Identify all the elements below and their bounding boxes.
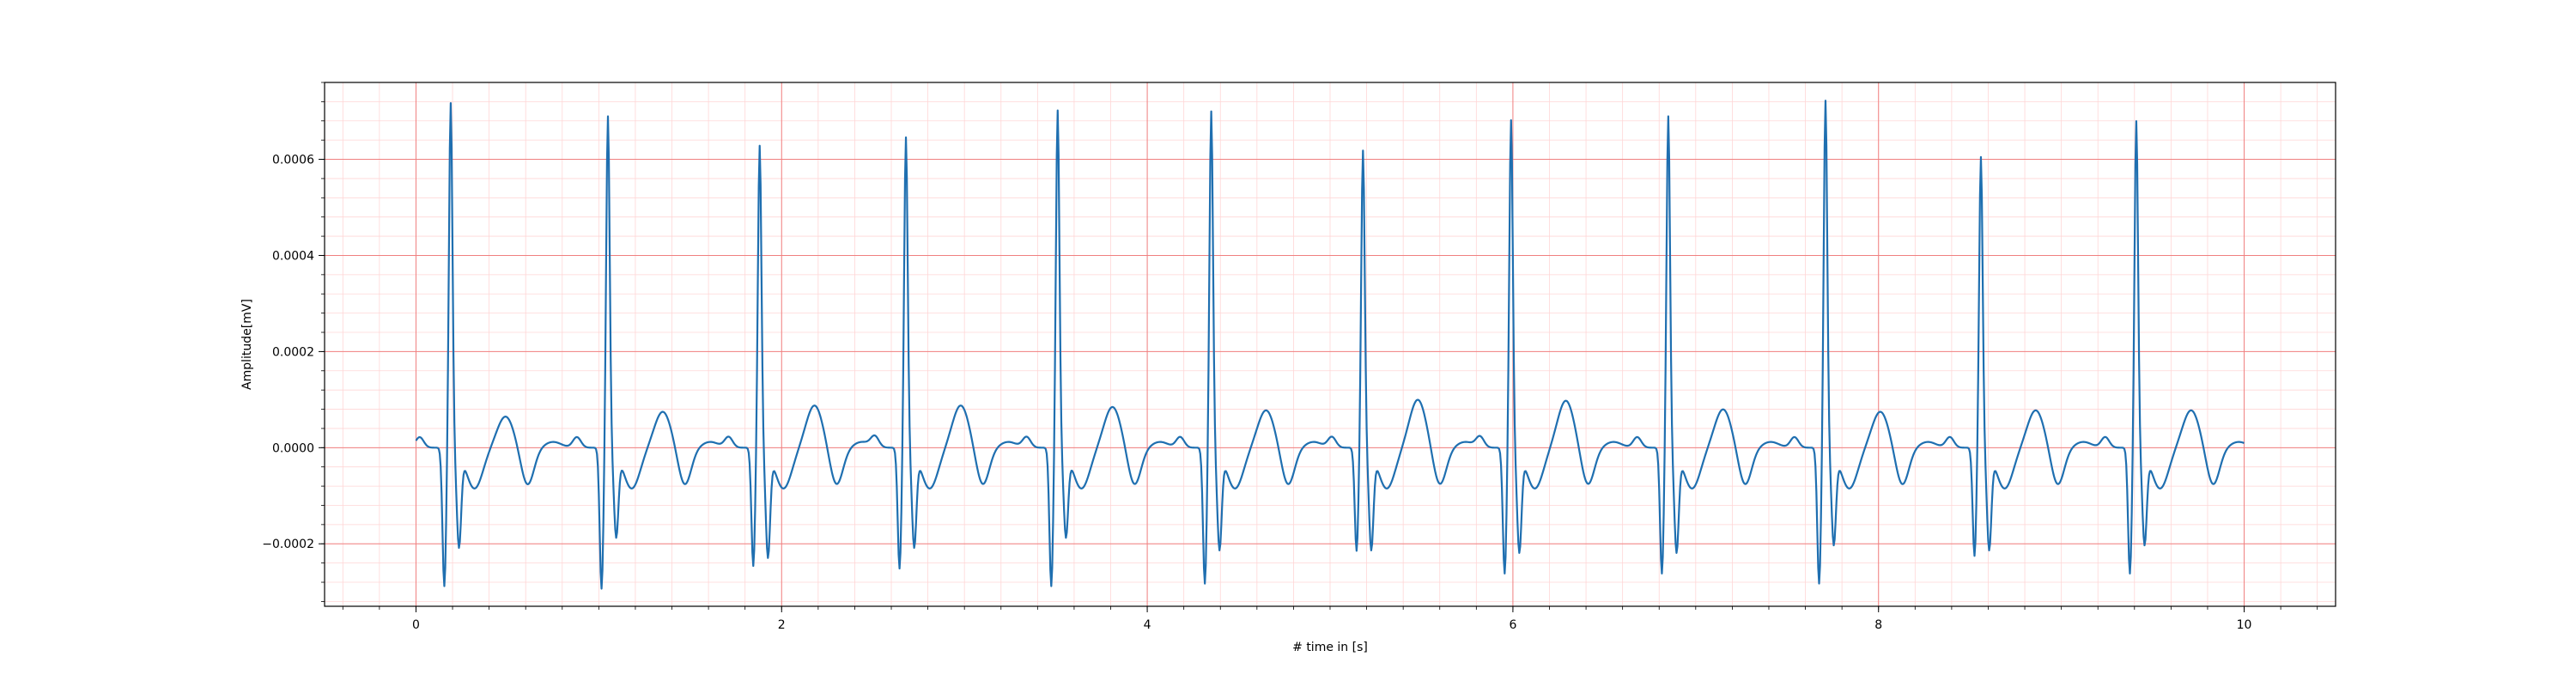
x-tick-label: 2 [778, 618, 786, 632]
y-tick-label: 0.0002 [272, 345, 314, 359]
y-tick-label: 0.0006 [272, 154, 314, 167]
x-tick-label: 8 [1874, 618, 1882, 632]
plot-area [415, 100, 2245, 590]
y-axis-label: Amplitude[mV] [240, 299, 254, 390]
y-tick-label: 0.0000 [272, 441, 314, 455]
axis-ticks [319, 82, 2318, 612]
x-axis-label: # time in [s] [1292, 641, 1368, 654]
ecg-series-line [415, 100, 2245, 590]
y-tick-label: −0.0002 [262, 538, 314, 551]
major-grid [325, 82, 2336, 606]
plot-frame [324, 82, 2336, 607]
x-tick-label: 10 [2237, 618, 2252, 632]
x-tick-label: 0 [412, 618, 420, 632]
y-tick-label: 0.0004 [272, 249, 314, 263]
tick-labels: 0 2 4 6 8 10 −0.0002 0.0000 0.0002 0.0004 0.0006 [262, 154, 2251, 632]
x-tick-label: 6 [1509, 618, 1516, 632]
x-tick-label: 4 [1144, 618, 1151, 632]
